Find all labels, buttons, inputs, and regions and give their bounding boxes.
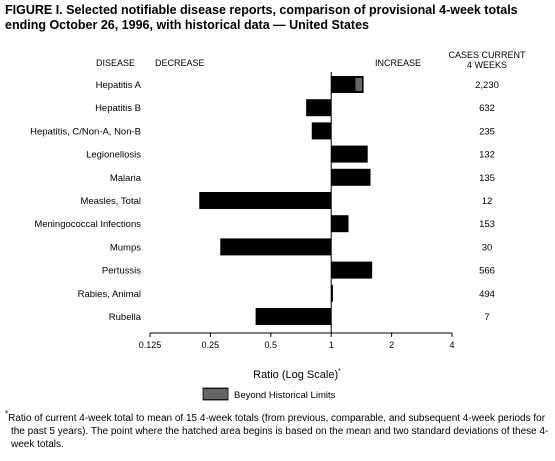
cases-value: 153 [479,219,495,230]
cases-value: 12 [482,196,493,207]
beyond-limits-hatch [355,78,363,91]
cases-value: 235 [479,126,495,137]
bar [220,238,332,256]
cases-value: 632 [479,103,495,114]
bar [199,192,332,209]
cases-value: 566 [479,266,495,277]
cases-value: 30 [482,242,493,253]
bar-chart: DISEASE DECREASE INCREASE CASES CURRENT … [30,50,526,401]
legend-label: Beyond Historical Limits [234,390,336,401]
x-axis-label: Ratio (Log Scale)* [253,368,341,381]
x-tick-label: 4 [449,340,454,350]
bar [331,145,368,163]
category-label: Legionellosis [86,150,141,161]
x-tick-label: 2 [389,340,394,350]
category-label: Hepatitis B [95,103,141,114]
cases-value: 2,230 [475,80,499,91]
cases-value: 132 [479,150,495,161]
bar [331,168,371,186]
bar [331,261,373,279]
x-tick-label: 0.25 [202,340,220,350]
category-label: Rubella [109,312,142,323]
bar [331,215,349,233]
footnote-text: Ratio of current 4-week total to mean of… [8,413,549,450]
category-label: Rabies, Animal [78,289,141,300]
bar [331,284,333,302]
category-label: Meningococcal Infections [34,219,141,230]
bar [306,99,332,117]
bar [255,308,332,325]
figure-title: FIGURE I. Selected notifiable disease re… [5,3,518,32]
category-label: Measles, Total [80,196,141,207]
category-label: Mumps [110,242,141,253]
x-tick-label: 0.5 [265,340,278,350]
x-axis-label-text: Ratio (Log Scale) [253,369,338,381]
footnote: *Ratio of current 4-week total to mean o… [5,409,555,451]
cases-value: 135 [479,173,495,184]
cases-value: 7 [484,312,489,323]
header-cases-line2: 4 WEEKS [467,60,507,70]
header-disease: DISEASE [96,58,135,68]
header-increase: INCREASE [375,58,421,68]
x-tick-label: 1 [329,340,334,350]
category-label: Hepatitis, C/Non-A, Non-B [30,126,141,137]
x-axis-label-marker: * [338,368,341,375]
category-label: Malaria [110,173,142,184]
legend-swatch [202,387,229,401]
footnote-marker: * [5,409,9,419]
category-label: Pertussis [102,266,141,277]
category-label: Hepatitis A [96,80,142,91]
x-tick-label: 0.125 [139,340,162,350]
plot-area: Hepatitis A 2,230 Hepatitis B 632 Hepatitis,… [30,72,499,350]
header-cases-line1: CASES CURRENT [448,50,526,60]
cases-value: 494 [479,289,495,300]
header-decrease: DECREASE [155,58,205,68]
bar [311,122,332,140]
